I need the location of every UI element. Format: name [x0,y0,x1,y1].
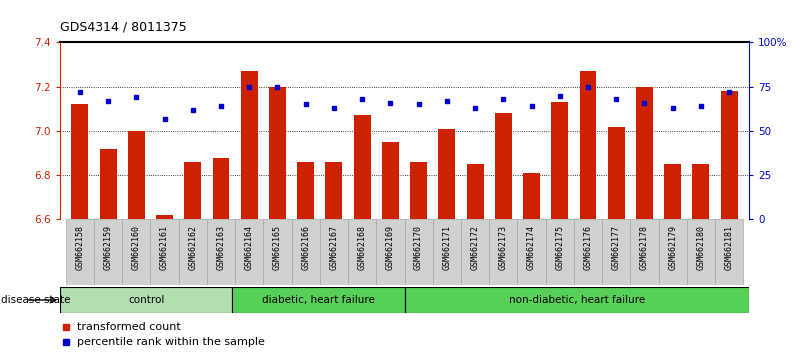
Bar [664,164,681,219]
Bar [580,71,597,219]
Text: GSM662172: GSM662172 [470,225,480,270]
Bar [523,173,540,219]
Bar [602,219,630,285]
Bar [325,162,342,219]
Text: GSM662161: GSM662161 [160,225,169,270]
Text: GSM662162: GSM662162 [188,225,197,270]
Text: non-diabetic, heart failure: non-diabetic, heart failure [509,295,645,305]
Text: GSM662171: GSM662171 [442,225,451,270]
Bar [207,219,235,285]
Bar [184,162,201,219]
Text: disease state: disease state [1,295,70,305]
Bar [382,142,399,219]
Text: GSM662180: GSM662180 [696,225,706,270]
Text: GSM662159: GSM662159 [103,225,113,270]
Text: GSM662179: GSM662179 [668,225,677,270]
Bar [99,149,116,219]
Text: GSM662158: GSM662158 [75,225,84,270]
Text: GSM662163: GSM662163 [216,225,226,270]
Text: GSM662167: GSM662167 [329,225,339,270]
Bar [721,91,738,219]
Bar [235,219,264,285]
Text: GDS4314 / 8011375: GDS4314 / 8011375 [60,21,187,34]
Bar [354,115,371,219]
Bar [636,87,653,219]
Text: GSM662175: GSM662175 [555,225,564,270]
Bar [151,219,179,285]
Bar [686,219,715,285]
Text: diabetic, heart failure: diabetic, heart failure [262,295,375,305]
Text: GSM662168: GSM662168 [358,225,367,270]
Text: control: control [128,295,164,305]
Bar [658,219,686,285]
Text: GSM662169: GSM662169 [386,225,395,270]
Text: GSM662165: GSM662165 [273,225,282,270]
Bar [156,215,173,219]
Bar [241,71,258,219]
Text: GSM662164: GSM662164 [245,225,254,270]
Bar [232,287,405,313]
Bar [66,219,94,285]
Bar [264,219,292,285]
Text: GSM662173: GSM662173 [499,225,508,270]
Bar [348,219,376,285]
Text: GSM662178: GSM662178 [640,225,649,270]
Bar [320,219,348,285]
Text: GSM662160: GSM662160 [132,225,141,270]
Bar [376,219,405,285]
Bar [438,129,455,219]
Bar [517,219,545,285]
Bar [212,158,229,219]
Text: GSM662174: GSM662174 [527,225,536,270]
Bar [630,219,658,285]
Bar [461,219,489,285]
Bar [693,164,710,219]
Bar [608,127,625,219]
Bar [551,102,568,219]
Bar [94,219,123,285]
Text: transformed count: transformed count [77,321,181,332]
Bar [489,219,517,285]
Bar [179,219,207,285]
Bar [433,219,461,285]
Bar [405,219,433,285]
Bar [574,219,602,285]
Text: GSM662170: GSM662170 [414,225,423,270]
Bar [405,287,749,313]
Bar [715,219,743,285]
Bar [297,162,314,219]
Bar [269,87,286,219]
Text: GSM662176: GSM662176 [583,225,593,270]
Bar [467,164,484,219]
Text: GSM662181: GSM662181 [725,225,734,270]
Bar [410,162,427,219]
Bar [60,287,232,313]
Text: percentile rank within the sample: percentile rank within the sample [77,337,265,347]
Bar [495,113,512,219]
Bar [128,131,145,219]
Bar [545,219,574,285]
Bar [123,219,151,285]
Bar [292,219,320,285]
Bar [71,104,88,219]
Text: GSM662166: GSM662166 [301,225,310,270]
Text: GSM662177: GSM662177 [612,225,621,270]
